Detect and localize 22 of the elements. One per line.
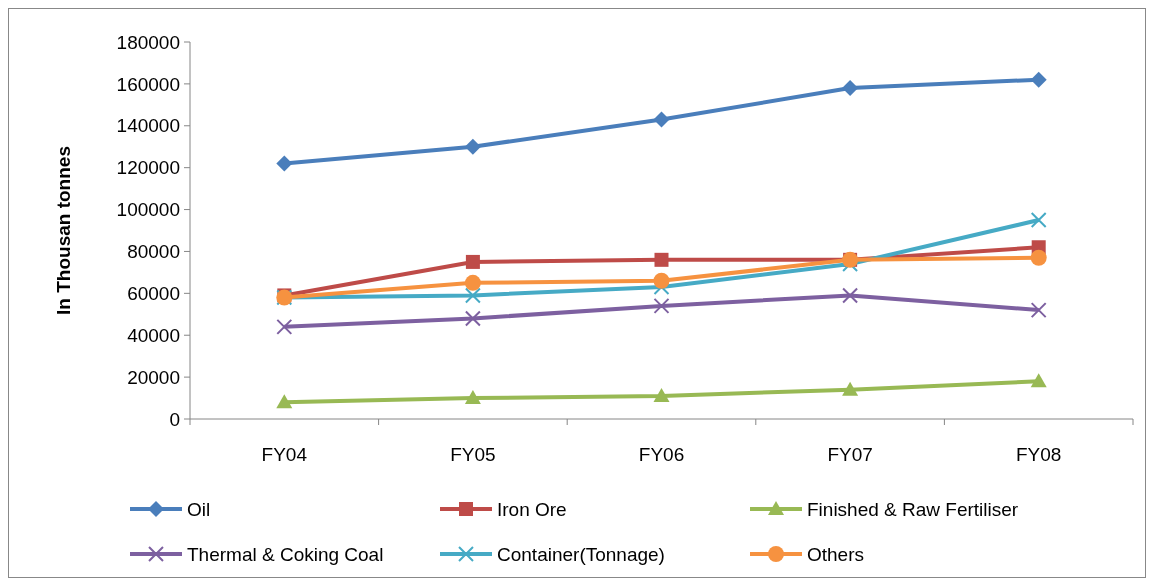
legend-label: Finished & Raw Fertiliser — [807, 498, 1019, 520]
legend-label: Thermal & Coking Coal — [187, 543, 384, 565]
y-tick-label: 120000 — [116, 157, 180, 179]
y-tick-label: 60000 — [127, 282, 180, 304]
legend-label: Others — [807, 543, 865, 565]
y-tick-label: 40000 — [127, 324, 180, 346]
y-tick-label: 180000 — [116, 31, 180, 53]
legend-label: Container(Tonnage) — [497, 543, 665, 565]
legend-label: Oil — [187, 498, 211, 520]
y-tick-label: 160000 — [116, 73, 180, 95]
x-tick-label: FY06 — [638, 444, 685, 465]
y-tick-label: 100000 — [116, 199, 180, 221]
legend-label: Iron Ore — [497, 498, 567, 520]
y-tick-label: 140000 — [116, 115, 180, 137]
y-axis-title: In Thousan tonnes — [53, 146, 74, 315]
y-tick-label: 80000 — [127, 241, 180, 263]
x-tick-label: FY05 — [450, 444, 496, 465]
y-tick-label: 0 — [169, 408, 180, 430]
y-tick-label: 20000 — [127, 366, 180, 388]
x-tick-label: FY07 — [827, 444, 873, 465]
x-tick-label: FY04 — [261, 444, 308, 465]
x-tick-label: FY08 — [1015, 444, 1062, 465]
